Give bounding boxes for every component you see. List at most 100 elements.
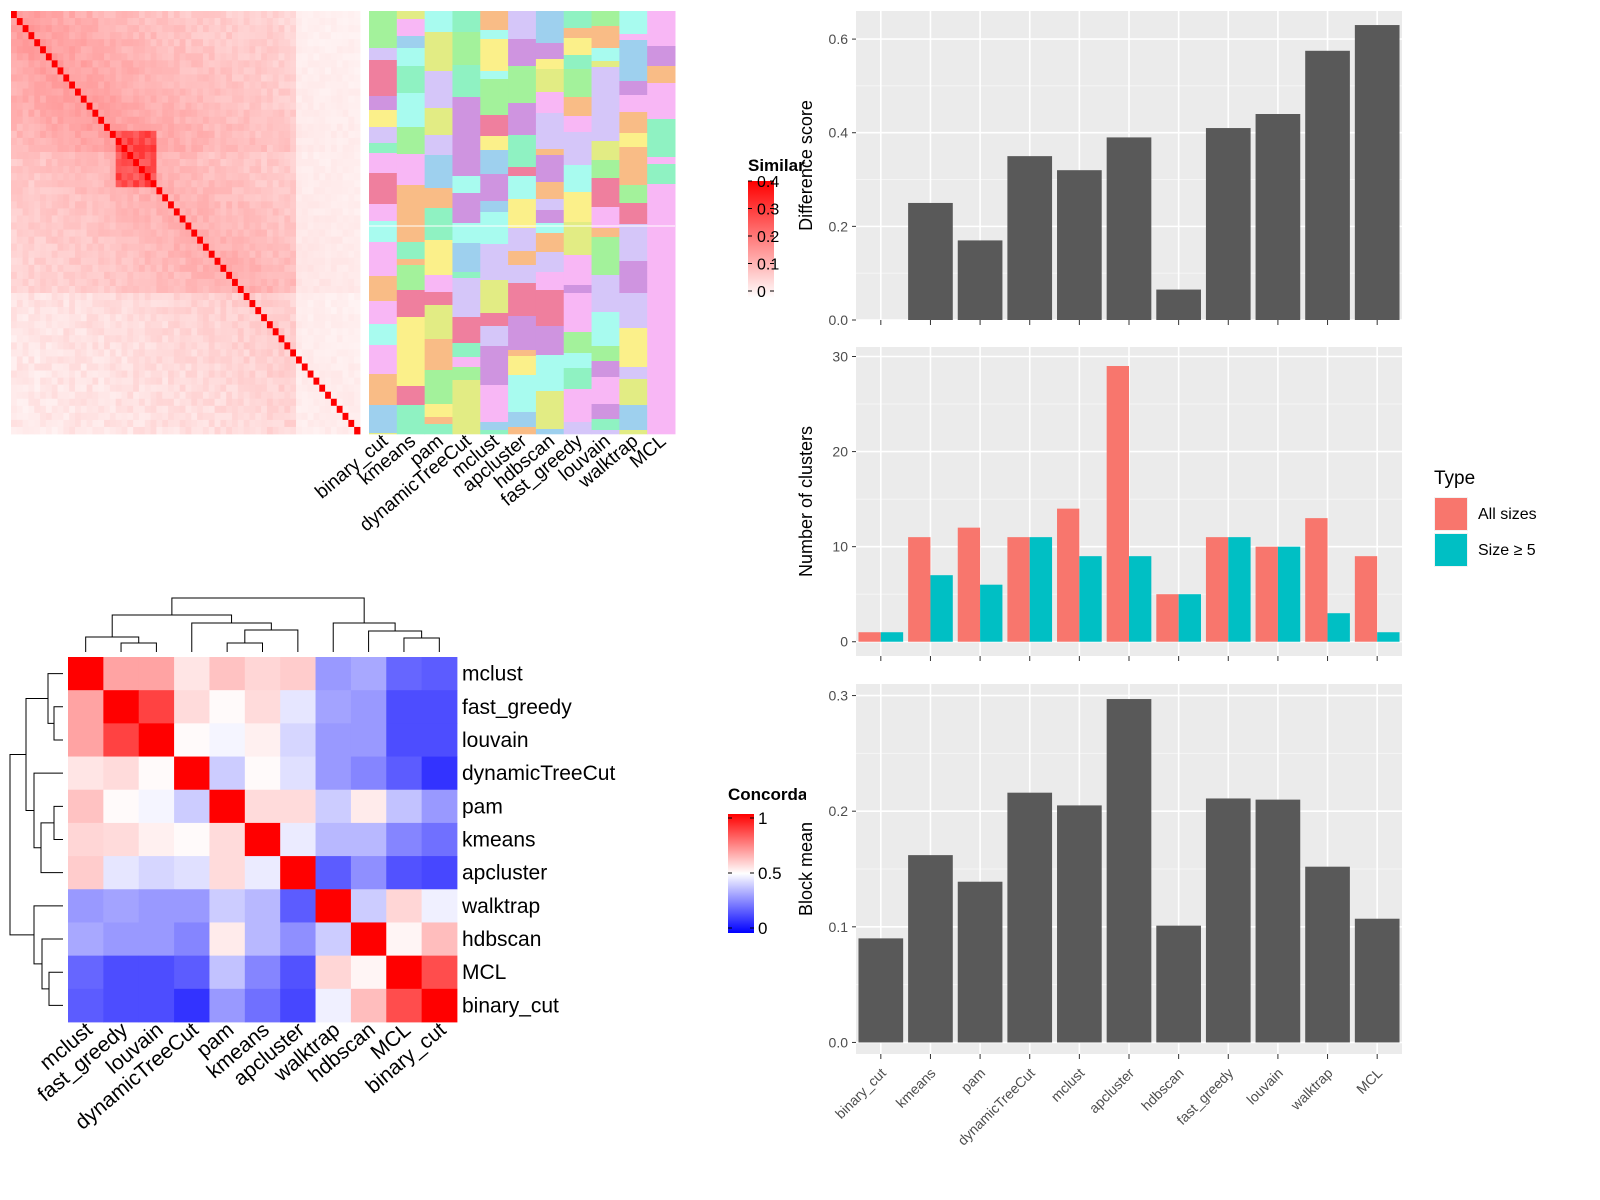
concordance-cell [350,690,387,724]
type-legend-swatch [1435,534,1467,566]
similarity-legend-tick: 0 [757,284,766,301]
bar [1106,137,1152,320]
similarity-legend-title: Similarity [748,156,825,175]
bar-all-sizes [1354,556,1378,642]
concordance-cell [350,889,387,923]
concordance-cell [174,756,210,791]
concordance-cell [68,690,104,724]
y-axis-label: Block mean [796,822,816,916]
bar-all-sizes [908,537,931,642]
concordance-cell [174,690,210,724]
bar-all-sizes [1255,546,1278,642]
concordance-cell [68,723,104,757]
concordance-cell [421,988,458,1023]
bar [1255,114,1301,320]
concordance-cell [280,756,316,791]
concordance-cell [138,657,175,691]
concordance-cell [103,657,140,691]
bar-all-sizes [1057,508,1080,642]
bar-size-5 [1327,613,1350,642]
annotation-column-labels: binary_cutkmeanspamdynamicTreeCutmclusta… [311,430,670,536]
concordance-row-label: hdbscan [462,928,541,951]
concordance-cell [68,789,104,824]
concordance-cell [315,922,352,957]
concordance-cell [421,889,458,923]
bar [1007,156,1053,320]
x-tick-label: binary_cut [832,1065,889,1122]
concordance-cell [68,756,104,791]
concordance-cell [103,756,140,791]
concordance-column-labels: mclustfast_greedylouvaindynamicTreeCutpa… [33,1018,450,1134]
annotation-heatmap [369,11,676,435]
similarity-legend: Similarity 0 0.1 0.2 0.3 0.4 [748,156,825,301]
concordance-cell [386,657,423,691]
bar-size-5 [1178,594,1201,642]
concordance-cell [386,690,423,724]
concordance-cell [421,756,458,791]
concordance-cell [103,856,140,890]
concordance-cell [209,657,246,691]
concordance-cell [421,690,458,724]
concordance-cell [103,789,140,824]
concordance-cell [138,822,175,857]
concordance-cell [68,657,104,691]
concordance-cell [138,955,175,990]
concordance-cell [138,690,175,724]
concordance-cell [421,657,458,691]
x-tick-label: walktrap [1287,1065,1336,1114]
type-legend-label: All sizes [1478,506,1537,523]
bar-all-sizes [1106,366,1129,642]
bar-size-5 [1129,556,1152,642]
block-mean-chart: 0.0 0.1 0.2 0.3 Block mean [796,684,1402,1059]
concordance-cell [103,889,140,923]
concordance-cell [244,723,281,757]
concordance-cell [103,988,140,1023]
y-tick-label: 0 [840,634,848,650]
similarity-legend-tick: 0.4 [757,174,779,191]
concordance-row-label: dynamicTreeCut [462,762,615,785]
concordance-cell [350,822,387,857]
concordance-cell [244,856,281,890]
concordance-cell [280,889,316,923]
concordance-cell [350,856,387,890]
concordance-cell [174,723,210,757]
concordance-legend-tick: 1 [758,809,767,828]
concordance-cell [315,723,352,757]
bar [1007,792,1053,1043]
concordance-cell [386,889,423,923]
bar [858,938,904,1043]
concordance-cell [68,822,104,857]
similarity-heatmap-panel: binary_cutkmeanspamdynamicTreeCutmclusta… [11,11,676,536]
concordance-cell [350,955,387,990]
y-tick-label: 0.1 [829,919,849,935]
concordance-cell [280,657,316,691]
concordance-cell [350,922,387,957]
y-tick-label: 0.2 [829,803,849,819]
concordance-cell [244,789,281,824]
bar-size-5 [1377,632,1400,642]
concordance-cell [386,756,423,791]
concordance-cell [138,889,175,923]
concordance-cell [421,955,458,990]
bar [1354,25,1400,321]
concordance-cell [350,723,387,757]
concordance-cell [350,756,387,791]
concordance-cell [174,988,210,1023]
concordance-cell [350,657,387,691]
x-tick-label: MCL [1353,1065,1385,1097]
concordance-legend-colorbar [728,814,754,933]
bar [908,202,953,320]
concordance-cell [386,789,423,824]
concordance-cell [138,723,175,757]
bar-all-sizes [1156,594,1179,642]
concordance-row-label: pam [462,795,503,818]
concordance-cell [103,723,140,757]
concordance-cell [174,657,210,691]
bar-all-sizes [1305,518,1328,642]
difference-score-chart: 0.0 0.2 0.4 0.6 Difference score [796,11,1402,328]
concordance-cell [138,856,175,890]
